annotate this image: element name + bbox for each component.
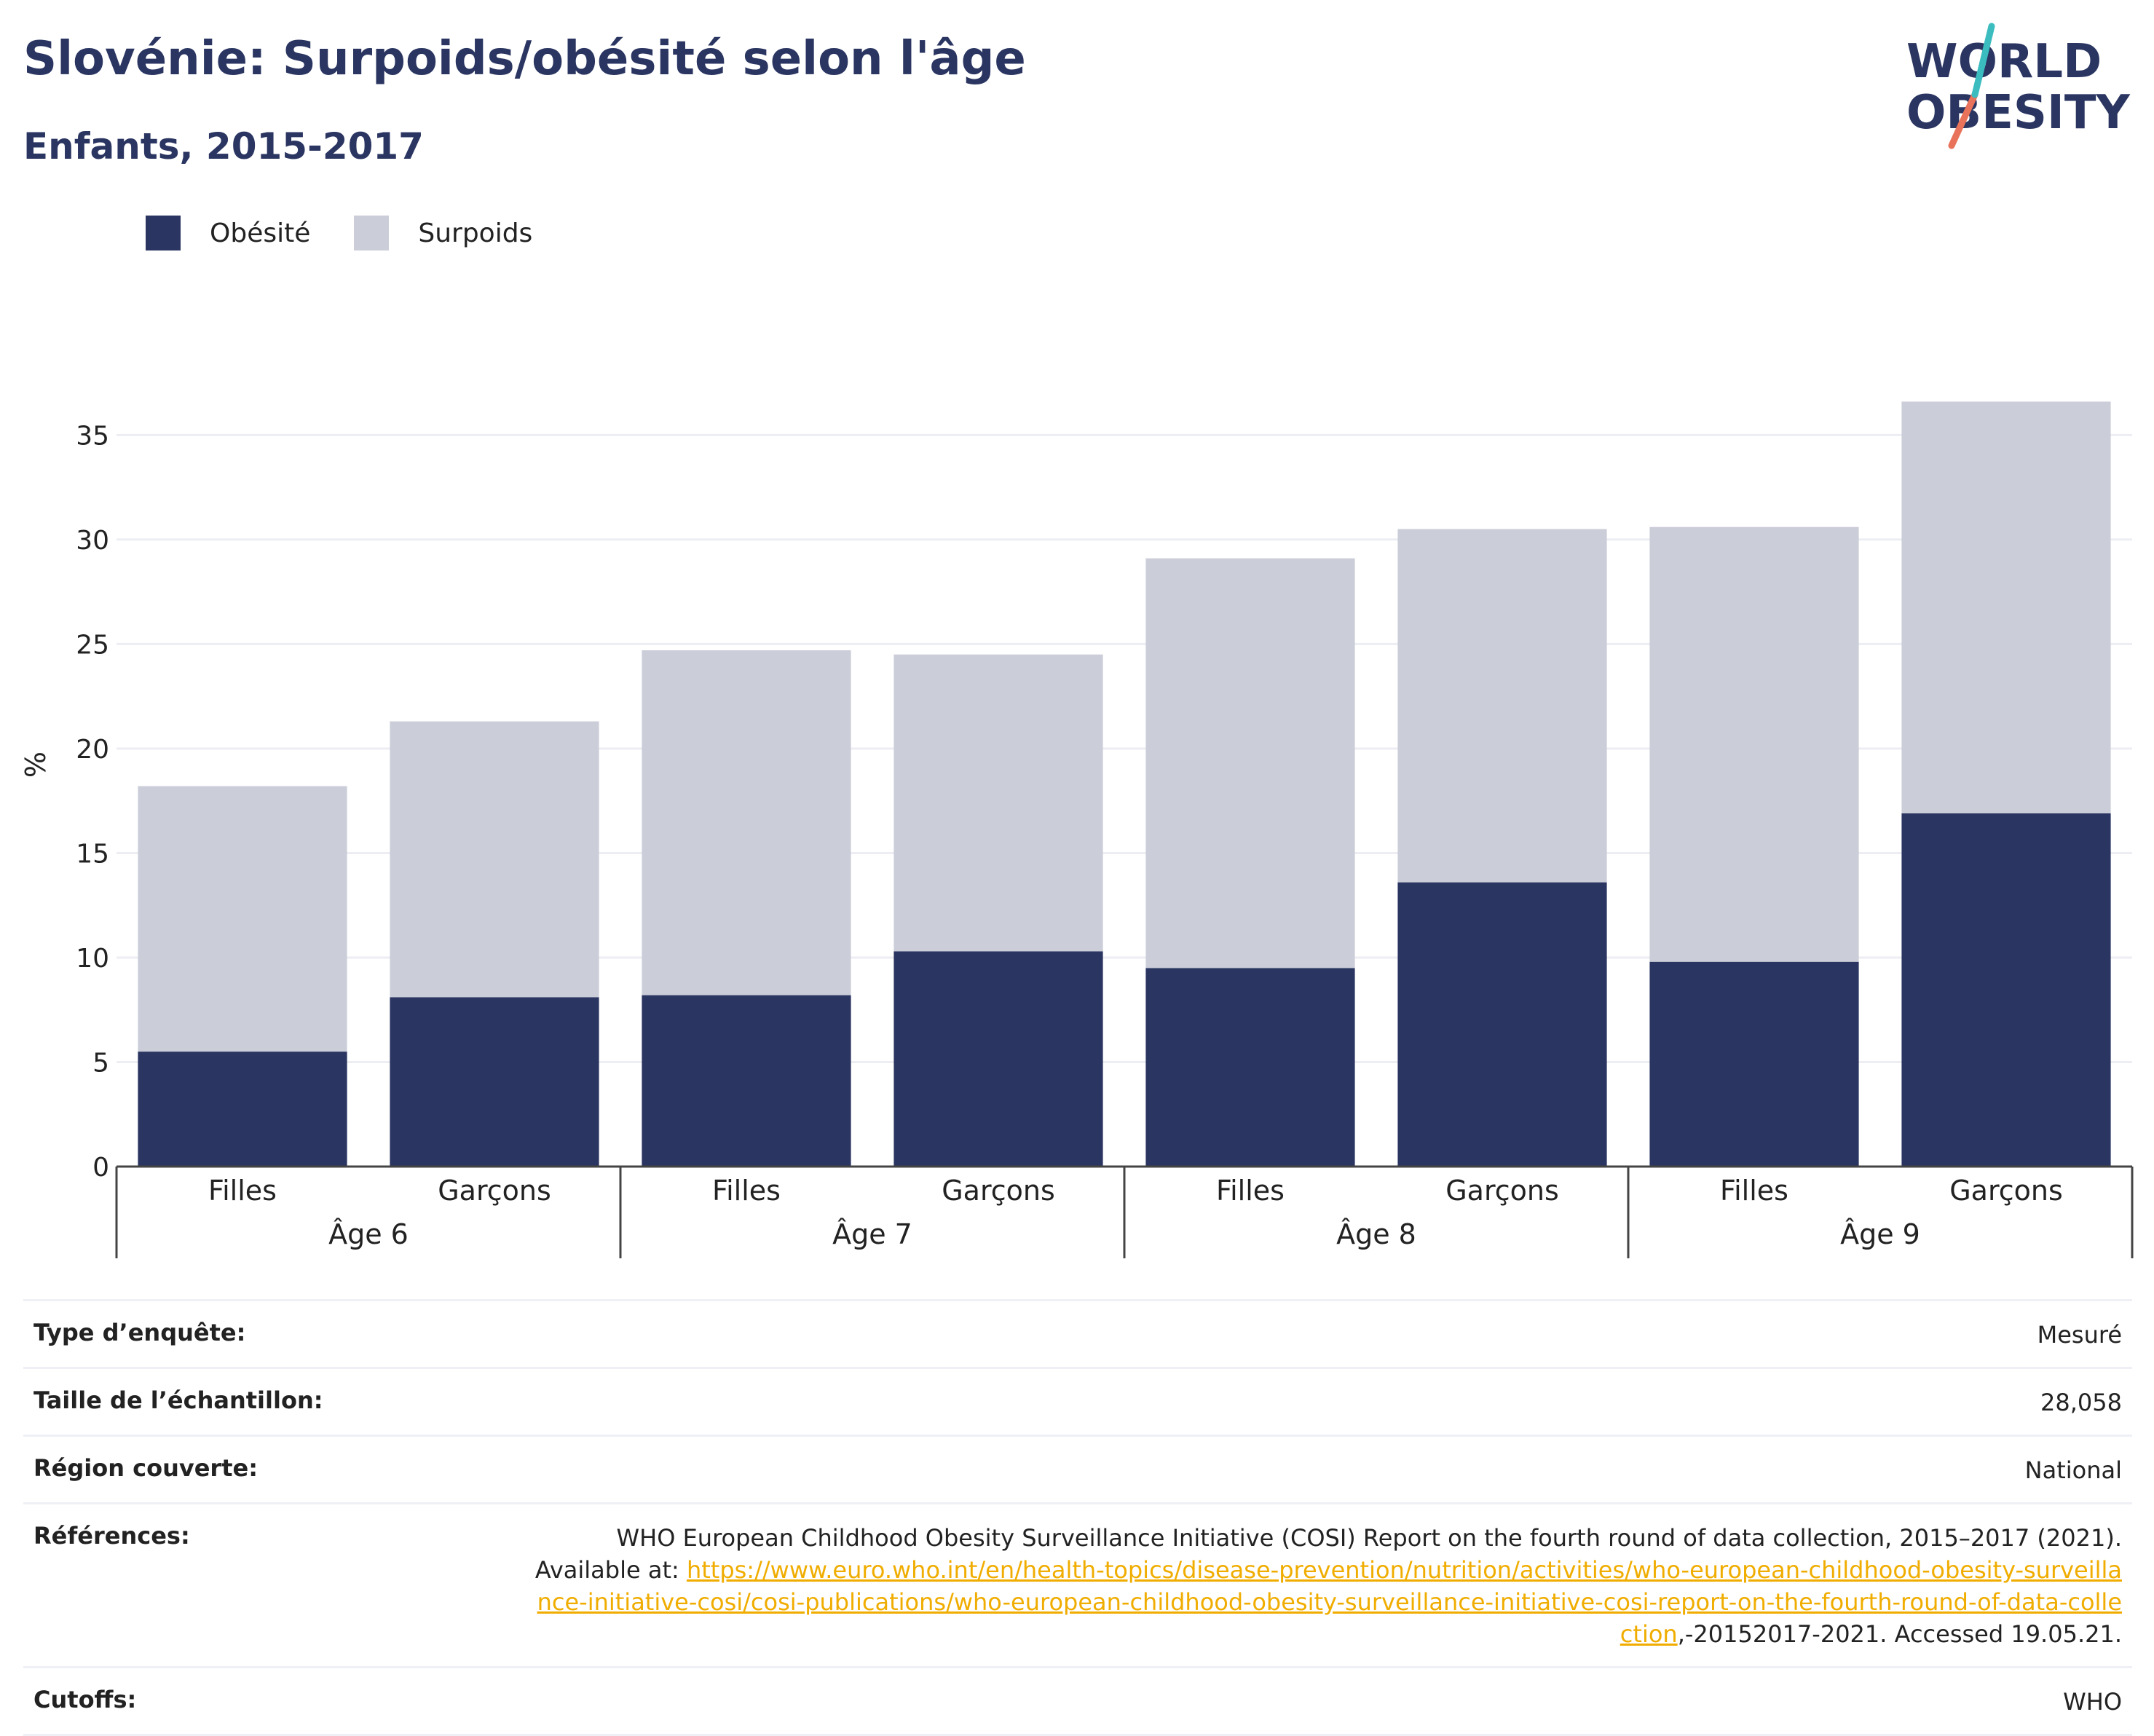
bar-overweight (1397, 529, 1607, 883)
legend-swatch-obesity (146, 216, 181, 250)
info-label: Références: (33, 1522, 190, 1550)
legend-item-overweight[interactable]: Surpoids (354, 216, 532, 250)
legend-item-obesity[interactable]: Obésité (146, 216, 310, 250)
logo-line2: OBESITY (1906, 86, 2130, 140)
bar-obesity (1649, 961, 1859, 1167)
bar-overweight (390, 721, 599, 998)
y-tick-label: 10 (76, 944, 109, 974)
x-group-label: Âge 8 (1336, 1218, 1416, 1250)
x-tick-label: Garçons (942, 1175, 1055, 1207)
x-tick-label: Filles (712, 1175, 781, 1207)
info-row-sample-size: Taille de l’échantillon: 28,058 (23, 1367, 2132, 1435)
y-tick-label: 5 (92, 1048, 109, 1078)
bar-obesity (1901, 813, 2111, 1167)
info-table: Type d’enquête: Mesuré Taille de l’échan… (23, 1299, 2132, 1736)
bar-obesity (893, 951, 1103, 1167)
info-value: 28,058 (2040, 1389, 2122, 1416)
chart-title: Slovénie: Surpoids/obésité selon l'âge (23, 32, 1026, 86)
chart-legend: Obésité Surpoids (146, 216, 576, 250)
x-tick-label: Filles (208, 1175, 277, 1207)
bar-obesity (390, 997, 599, 1167)
info-value: WHO (2063, 1688, 2122, 1716)
legend-label-obesity: Obésité (210, 218, 311, 248)
x-group-label: Âge 9 (1840, 1218, 1920, 1250)
x-axis: Filles Garçons Filles Garçons Filles Garçons F… (115, 1165, 2134, 1258)
logo-slash-red (1948, 91, 1979, 149)
stacked-bar-chart: 0 5 10 15 20 25 30 35 % Filles Garçons Filles Garç… (20, 401, 2134, 1258)
info-label: Région couverte: (33, 1454, 258, 1482)
logo-slash-teal (1971, 23, 1995, 98)
logo-line1: WORLD (1906, 35, 2102, 89)
y-tick-label: 0 (92, 1153, 109, 1183)
y-tick-label: 15 (76, 839, 109, 869)
reference-citation: WHO European Childhood Obesity Surveilla… (616, 1524, 2123, 1552)
info-label: Cutoffs: (33, 1686, 137, 1713)
bar-overweight (1145, 558, 1355, 968)
info-row-cutoffs: Cutoffs: WHO (23, 1666, 2132, 1736)
info-row-survey-type: Type d’enquête: Mesuré (23, 1299, 2132, 1367)
bar-overweight (642, 650, 851, 995)
info-row-references: Références: WHO European Childhood Obesi… (23, 1502, 2132, 1666)
y-tick-label: 20 (76, 735, 109, 765)
bar-overweight (1649, 526, 1859, 962)
x-group-label: Âge 7 (832, 1218, 912, 1250)
bar-obesity (138, 1052, 347, 1167)
bars (138, 401, 2111, 1167)
x-tick-label: Filles (1720, 1175, 1788, 1207)
references-text: WHO European Childhood Obesity Surveilla… (534, 1522, 2122, 1650)
x-tick-label: Filles (1216, 1175, 1285, 1207)
info-label: Type d’enquête: (33, 1319, 246, 1346)
bar-obesity (1145, 968, 1355, 1167)
world-obesity-logo: WORLD OBESITY (1906, 23, 2130, 149)
bar-overweight (138, 786, 347, 1052)
bar-obesity (642, 995, 851, 1167)
info-value: Mesuré (2037, 1321, 2122, 1349)
reference-link[interactable]: https://www.euro.who.int/en/health-topic… (537, 1556, 2122, 1648)
legend-label-overweight: Surpoids (418, 218, 533, 248)
y-tick-label: 35 (76, 421, 109, 451)
bar-overweight (893, 654, 1103, 952)
info-row-region: Région couverte: National (23, 1435, 2132, 1502)
x-tick-label: Garçons (1445, 1175, 1559, 1207)
bar-obesity (1397, 882, 1607, 1167)
info-value: National (2024, 1456, 2122, 1484)
y-axis-label: % (20, 751, 52, 778)
reference-available: Available at: (534, 1556, 679, 1584)
reference-suffix: ,-20152017-2021. Accessed 19.05.21. (1677, 1620, 2122, 1648)
legend-swatch-overweight (354, 216, 390, 250)
chart-subtitle: Enfants, 2015-2017 (23, 125, 424, 167)
y-tick-label: 30 (76, 526, 109, 556)
x-group-label: Âge 6 (328, 1218, 409, 1250)
bar-overweight (1901, 401, 2111, 813)
x-tick-label: Garçons (438, 1175, 551, 1207)
y-axis-ticks: 0 5 10 15 20 25 30 35 (76, 421, 109, 1183)
x-tick-label: Garçons (1949, 1175, 2063, 1207)
y-tick-label: 25 (76, 630, 109, 660)
info-label: Taille de l’échantillon: (33, 1386, 323, 1414)
